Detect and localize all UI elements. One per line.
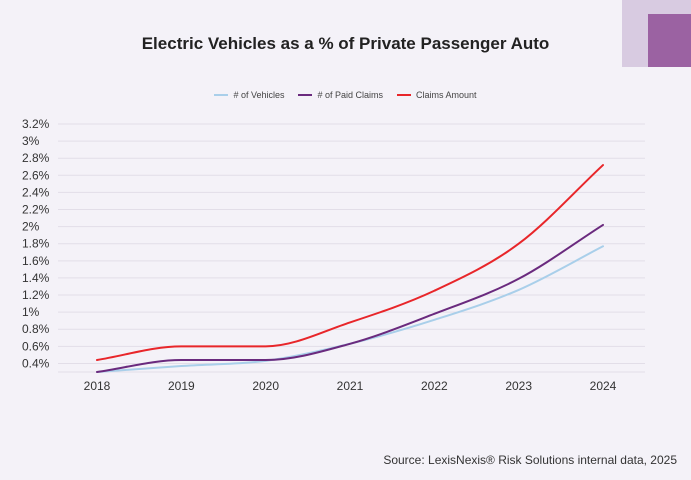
legend-item-paid-claims: # of Paid Claims (298, 90, 383, 100)
series-line-claims-amount (96, 164, 604, 362)
x-tick-label: 2022 (421, 379, 448, 393)
y-tick-label: 1.4% (22, 271, 50, 285)
chart-title: Electric Vehicles as a % of Private Pass… (141, 34, 550, 53)
x-tick-label: 2023 (505, 379, 532, 393)
source-note: Source: LexisNexis® Risk Solutions inter… (383, 453, 677, 467)
x-tick-label: 2018 (84, 379, 111, 393)
chart-legend: # of Vehicles # of Paid Claims Claims Am… (0, 90, 691, 100)
y-tick-label: 1.6% (22, 254, 50, 268)
corner-decoration-accent (648, 14, 691, 67)
y-tick-label: 2.6% (22, 168, 50, 182)
x-tick-label: 2019 (168, 379, 195, 393)
x-tick-label: 2021 (337, 379, 364, 393)
y-tick-label: 1% (22, 305, 40, 319)
y-tick-label: 0.4% (22, 356, 50, 370)
legend-swatch-claims-amount (397, 94, 412, 96)
legend-label-vehicles: # of Vehicles (233, 90, 285, 100)
series-line-vehicles (96, 245, 604, 373)
y-tick-label: 3.2% (22, 117, 50, 131)
y-tick-label: 0.6% (22, 339, 50, 353)
y-tick-label: 2% (22, 220, 40, 234)
legend-label-paid-claims: # of Paid Claims (317, 90, 384, 100)
y-tick-label: 2.8% (22, 151, 50, 165)
y-tick-label: 0.8% (22, 322, 50, 336)
y-tick-label: 2.4% (22, 185, 50, 199)
y-tick-label: 1.8% (22, 237, 50, 251)
legend-item-claims-amount: Claims Amount (397, 90, 477, 100)
legend-label-claims-amount: Claims Amount (416, 90, 477, 100)
y-tick-label: 3% (22, 134, 40, 148)
x-tick-label: 2020 (252, 379, 279, 393)
legend-item-vehicles: # of Vehicles (214, 90, 284, 100)
legend-swatch-paid-claims (298, 94, 313, 96)
series-line-paid-claims (96, 223, 604, 373)
x-tick-label: 2024 (590, 379, 617, 393)
y-tick-label: 2.2% (22, 203, 50, 217)
legend-swatch-vehicles (214, 94, 229, 96)
y-tick-label: 1.2% (22, 288, 50, 302)
